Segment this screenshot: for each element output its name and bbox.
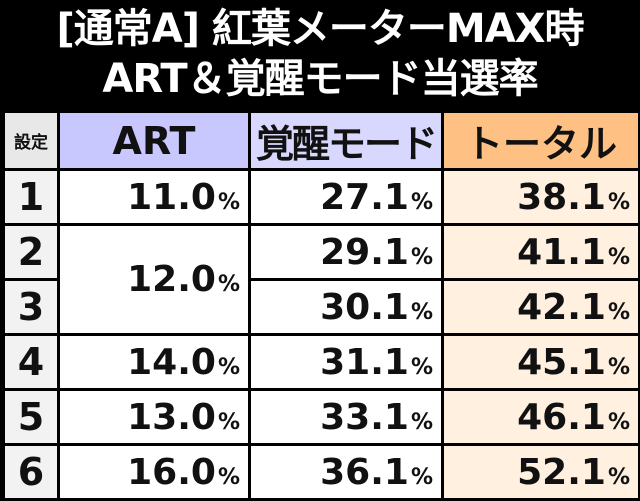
art-value: 12.0 — [127, 259, 216, 300]
kakusei-value: 29.1 — [320, 231, 409, 273]
title-block: [通常A] 紅葉メーターMAX時 ART＆覚醒モード当選率 — [0, 0, 640, 108]
setting-cell: 1 — [5, 171, 57, 223]
total-cell: 38.1% — [444, 171, 638, 223]
total-value: 42.1 — [517, 286, 606, 328]
total-cell: 42.1% — [444, 281, 638, 333]
table-row: 3 30.1% 42.1% — [5, 281, 638, 333]
header-kakusei: 覚醒モード — [251, 113, 441, 168]
percent-unit: % — [217, 464, 240, 490]
table-row: 4 14.0% 31.1% 45.1% — [5, 336, 638, 388]
title-line-2: ART＆覚醒モード当選率 — [102, 56, 538, 102]
percent-unit: % — [607, 409, 630, 435]
title-line-1: [通常A] 紅葉メーターMAX時 — [56, 6, 584, 52]
setting-cell: 4 — [5, 336, 57, 388]
kakusei-value: 31.1 — [320, 341, 409, 383]
table-row: 5 13.0% 33.1% 46.1% — [5, 391, 638, 443]
percent-unit: % — [217, 189, 240, 215]
total-value: 45.1 — [517, 341, 606, 383]
setting-cell: 3 — [5, 281, 57, 333]
art-cell: 11.0% — [60, 171, 248, 223]
art-value: 11.0 — [127, 176, 216, 218]
percent-unit: % — [217, 272, 240, 297]
total-cell: 41.1% — [444, 226, 638, 278]
percent-unit: % — [410, 189, 433, 215]
art-cell: 13.0% — [60, 391, 248, 443]
kakusei-cell: 33.1% — [251, 391, 441, 443]
percent-unit: % — [217, 409, 240, 435]
percent-unit: % — [410, 464, 433, 490]
percent-unit: % — [607, 354, 630, 380]
table-row: 6 16.0% 36.1% 52.1% — [5, 446, 638, 498]
table-header-row: 設定 ART 覚醒モード トータル — [5, 113, 638, 168]
header-setting: 設定 — [5, 113, 57, 168]
setting-cell: 2 — [5, 226, 57, 278]
art-cell: 16.0% — [60, 446, 248, 498]
total-cell: 52.1% — [444, 446, 638, 498]
setting-cell: 6 — [5, 446, 57, 498]
art-cell: 14.0% — [60, 336, 248, 388]
kakusei-cell: 27.1% — [251, 171, 441, 223]
total-value: 52.1 — [517, 451, 606, 493]
table-row: 1 11.0% 27.1% 38.1% — [5, 171, 638, 223]
table-row: 2 12.0% 29.1% 41.1% — [5, 226, 638, 333]
percent-unit: % — [410, 409, 433, 435]
setting-cell: 5 — [5, 391, 57, 443]
kakusei-cell: 29.1% — [251, 226, 441, 278]
percent-unit: % — [410, 299, 433, 325]
percent-unit: % — [410, 244, 433, 270]
percent-unit: % — [607, 299, 630, 325]
percent-unit: % — [410, 354, 433, 380]
kakusei-value: 30.1 — [320, 286, 409, 328]
kakusei-cell: 31.1% — [251, 336, 441, 388]
kakusei-value: 33.1 — [320, 396, 409, 438]
art-value: 13.0 — [127, 396, 216, 438]
header-art: ART — [60, 113, 248, 168]
probability-table: 設定 ART 覚醒モード トータル 1 11.0% 27.1% 38.1% 2 … — [2, 110, 640, 501]
kakusei-value: 36.1 — [320, 451, 409, 493]
art-value: 16.0 — [127, 451, 216, 493]
header-total: トータル — [444, 113, 638, 168]
art-value: 14.0 — [127, 341, 216, 383]
total-value: 41.1 — [517, 231, 606, 273]
total-cell: 45.1% — [444, 336, 638, 388]
kakusei-value: 27.1 — [320, 176, 409, 218]
percent-unit: % — [217, 354, 240, 380]
art-cell-merged: 12.0% — [60, 226, 248, 333]
percent-unit: % — [607, 189, 630, 215]
total-value: 38.1 — [517, 176, 606, 218]
total-value: 46.1 — [517, 396, 606, 438]
total-cell: 46.1% — [444, 391, 638, 443]
kakusei-cell: 30.1% — [251, 281, 441, 333]
percent-unit: % — [607, 464, 630, 490]
percent-unit: % — [607, 244, 630, 270]
kakusei-cell: 36.1% — [251, 446, 441, 498]
